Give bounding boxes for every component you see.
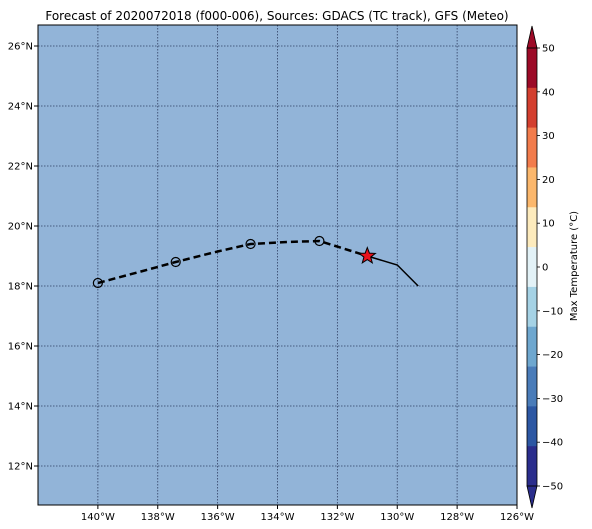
forecast-position-marker — [314, 235, 325, 247]
lat-tick-label: 22°N — [8, 162, 33, 173]
lat-tick-label: 12°N — [8, 462, 33, 473]
current-position-star-icon — [357, 246, 377, 265]
colorbar-band — [527, 207, 537, 248]
colorbar-tick-label: 40 — [542, 87, 555, 98]
colorbar-tick-label: −30 — [542, 394, 563, 405]
forecast-position-marker — [92, 277, 103, 289]
colorbar-band — [527, 446, 537, 487]
colorbar-tick-label: 30 — [542, 131, 555, 142]
lon-tick-label: 134°W — [261, 512, 295, 523]
lat-tick-label: 24°N — [8, 102, 33, 113]
longitude-axis: 140°W 138°W 136°W 134°W 132°W 130°W 128°W 126°W — [81, 505, 534, 523]
lon-tick-label: 128°W — [440, 512, 474, 523]
colorbar-tick-label: −40 — [542, 438, 563, 449]
map-gridlines — [38, 25, 517, 505]
lat-tick-label: 20°N — [8, 222, 33, 233]
colorbar-band — [527, 167, 537, 208]
colorbar-extend-min-arrow — [526, 485, 538, 509]
colorbar-band — [527, 406, 537, 447]
colorbar: −50 −40 −30 −20 −10 0 10 20 30 40 50 — [526, 25, 563, 509]
lon-tick-label: 136°W — [201, 512, 235, 523]
colorbar-tick-label: −50 — [542, 482, 563, 493]
colorbar-band — [527, 286, 537, 328]
lat-tick-label: 16°N — [8, 342, 33, 353]
colorbar-tick-label: 0 — [542, 263, 548, 274]
lon-tick-label: 126°W — [500, 512, 534, 523]
colorbar-band — [527, 326, 537, 367]
colorbar-band — [527, 87, 537, 128]
colorbar-tick-label: 50 — [542, 44, 555, 55]
colorbar-band — [527, 247, 537, 288]
forecast-position-marker — [170, 256, 181, 268]
colorbar-tick-label: 20 — [542, 175, 555, 186]
lat-tick-label: 26°N — [8, 42, 33, 53]
lat-tick-label: 14°N — [8, 402, 33, 413]
colorbar-tick-label: −20 — [542, 350, 563, 361]
lat-tick-label: 18°N — [8, 282, 33, 293]
lon-tick-label: 130°W — [380, 512, 414, 523]
colorbar-band — [527, 366, 537, 407]
forecast-position-marker — [245, 238, 256, 250]
tc-track — [92, 235, 419, 289]
forecast-track-line — [97, 239, 368, 285]
map-title: Forecast of 2020072018 (f000-006), Sourc… — [45, 9, 508, 23]
latitude-axis: 12°N 14°N 16°N 18°N 20°N 22°N 24°N 26°N — [8, 42, 38, 473]
colorbar-extend-max-arrow — [526, 25, 538, 49]
lon-tick-label: 140°W — [81, 512, 115, 523]
past-track-line — [367, 255, 419, 287]
colorbar-band — [527, 48, 537, 89]
colorbar-tick-label: −10 — [542, 306, 563, 317]
lon-tick-label: 138°W — [141, 512, 175, 523]
colorbar-tick-label: 10 — [542, 219, 555, 230]
colorbar-band — [527, 127, 537, 168]
lon-tick-label: 132°W — [320, 512, 354, 523]
colorbar-label: Max Temperature (°C) — [569, 211, 580, 321]
